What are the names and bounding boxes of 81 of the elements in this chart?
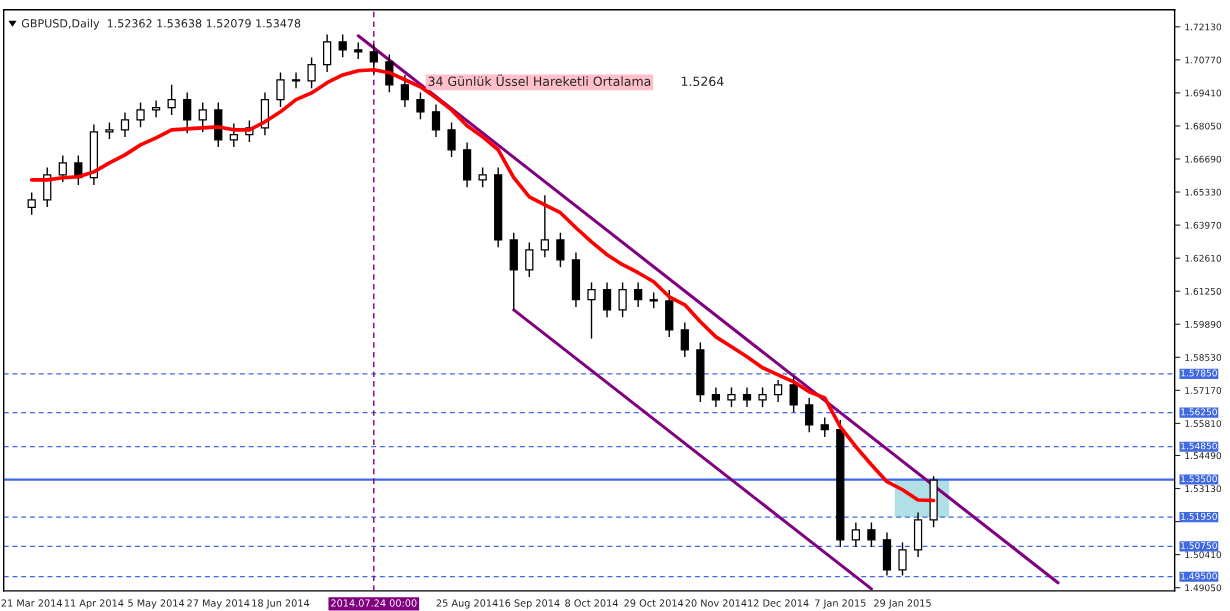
y-tick-label: 1.61250 bbox=[1185, 287, 1222, 295]
candlestick bbox=[400, 74, 410, 108]
candlestick bbox=[416, 91, 425, 120]
candlestick bbox=[602, 281, 612, 318]
candlestick bbox=[742, 386, 752, 408]
candlestick bbox=[789, 375, 798, 413]
y-tick-label: 1.57170 bbox=[1185, 387, 1222, 394]
x-tick-label: 25 Aug 2014 bbox=[436, 599, 498, 609]
candlestick bbox=[758, 386, 767, 408]
ref-line-label: 1.57850 bbox=[1181, 369, 1217, 377]
line-series bbox=[29, 67, 936, 503]
y-tick-label: 1.63970 bbox=[1185, 221, 1222, 229]
candlestick bbox=[167, 83, 176, 116]
y-tick-label: 1.54490 bbox=[1185, 452, 1222, 460]
y-tick-label: 1.62610 bbox=[1185, 254, 1222, 262]
candlestick bbox=[198, 101, 207, 133]
candlestick bbox=[727, 386, 736, 408]
candlestick bbox=[556, 231, 565, 268]
x-tick-label: 21 Mar 2014 bbox=[1, 599, 62, 607]
x-tick-label: 20 Nov 2014 bbox=[685, 599, 747, 607]
candlestick bbox=[58, 154, 67, 183]
x-tick-label: 7 Jan 2015 bbox=[815, 599, 866, 609]
candlestick bbox=[291, 71, 301, 89]
y-tick-label: 1.72130 bbox=[1185, 23, 1222, 31]
candlestick bbox=[898, 541, 907, 577]
ref-line-label: 1.51950 bbox=[1181, 512, 1217, 520]
candlestick bbox=[618, 281, 627, 318]
x-tick-label: 5 May 2014 bbox=[128, 599, 185, 609]
y-tick-label: 1.68050 bbox=[1185, 122, 1222, 130]
candlestick bbox=[431, 103, 441, 138]
annotation: 34 Günlük Üssel Hareketli Ortalama bbox=[428, 74, 651, 87]
x-tick-label: 29 Jan 2015 bbox=[874, 599, 931, 609]
candlestick bbox=[136, 101, 145, 128]
ref-line-label: 1.49500 bbox=[1181, 572, 1217, 580]
y-tick-label: 1.69410 bbox=[1185, 89, 1222, 97]
y-tick-label: 1.65330 bbox=[1185, 188, 1222, 196]
candlestick bbox=[525, 241, 534, 278]
y-tick-label: 1.50410 bbox=[1185, 551, 1222, 559]
x-tick-label: 29 Oct 2014 bbox=[624, 599, 684, 607]
x-tick-label: 8 Oct 2014 bbox=[565, 599, 618, 607]
candlestick bbox=[27, 191, 36, 216]
x-tick-label: 2014.07.24 00:00 bbox=[331, 599, 417, 607]
x-tick-label: 18 Jun 2014 bbox=[252, 599, 310, 609]
candlestick bbox=[540, 194, 549, 258]
x-tick-label: 27 May 2014 bbox=[187, 599, 250, 609]
candlestick bbox=[229, 122, 238, 148]
candlestick bbox=[634, 281, 643, 308]
ref-line-label: 1.56250 bbox=[1181, 408, 1217, 416]
candlestick bbox=[680, 321, 689, 358]
y-tick-label: 1.55810 bbox=[1185, 420, 1222, 427]
ref-line-label: 1.50750 bbox=[1181, 542, 1217, 549]
y-tick-label: 1.66690 bbox=[1185, 155, 1222, 163]
annotation: 1.5264 bbox=[681, 76, 724, 87]
ref-line-label: 1.54850 bbox=[1181, 442, 1217, 450]
text: GBPUSD,Daily 1.52362 1.53638 1.52079 1.53478 bbox=[21, 18, 301, 30]
candlestick bbox=[587, 281, 596, 340]
candlestick bbox=[151, 99, 161, 118]
x-tick-label: 11 Apr 2014 bbox=[64, 599, 124, 609]
y-tick-label: 1.59890 bbox=[1185, 320, 1222, 328]
y-tick-label: 1.70770 bbox=[1185, 56, 1222, 64]
candlestick bbox=[307, 56, 316, 89]
candlestick bbox=[773, 379, 783, 403]
candlestick bbox=[851, 521, 860, 548]
candlestick bbox=[183, 91, 192, 134]
candlestick bbox=[276, 71, 285, 108]
x-tick-label: 12 Dec 2014 bbox=[748, 599, 809, 607]
y-tick-label: 1.49050 bbox=[1185, 584, 1222, 592]
x-tick-label: 16 Sep 2014 bbox=[499, 599, 560, 609]
y-tick-label: 1.58530 bbox=[1185, 354, 1222, 361]
ref-line-label: 1.53500 bbox=[1181, 475, 1217, 483]
candlestick bbox=[867, 521, 876, 548]
candlestick bbox=[369, 43, 378, 75]
candlestick bbox=[338, 33, 347, 58]
candlestick bbox=[805, 396, 814, 433]
candlestick bbox=[711, 386, 721, 408]
y-tick-label: 1.53130 bbox=[1185, 485, 1222, 493]
candlestick bbox=[820, 416, 829, 438]
candlestick bbox=[447, 121, 456, 158]
candlestick bbox=[120, 111, 130, 138]
candlestick bbox=[478, 166, 487, 188]
candlestick bbox=[323, 33, 332, 73]
